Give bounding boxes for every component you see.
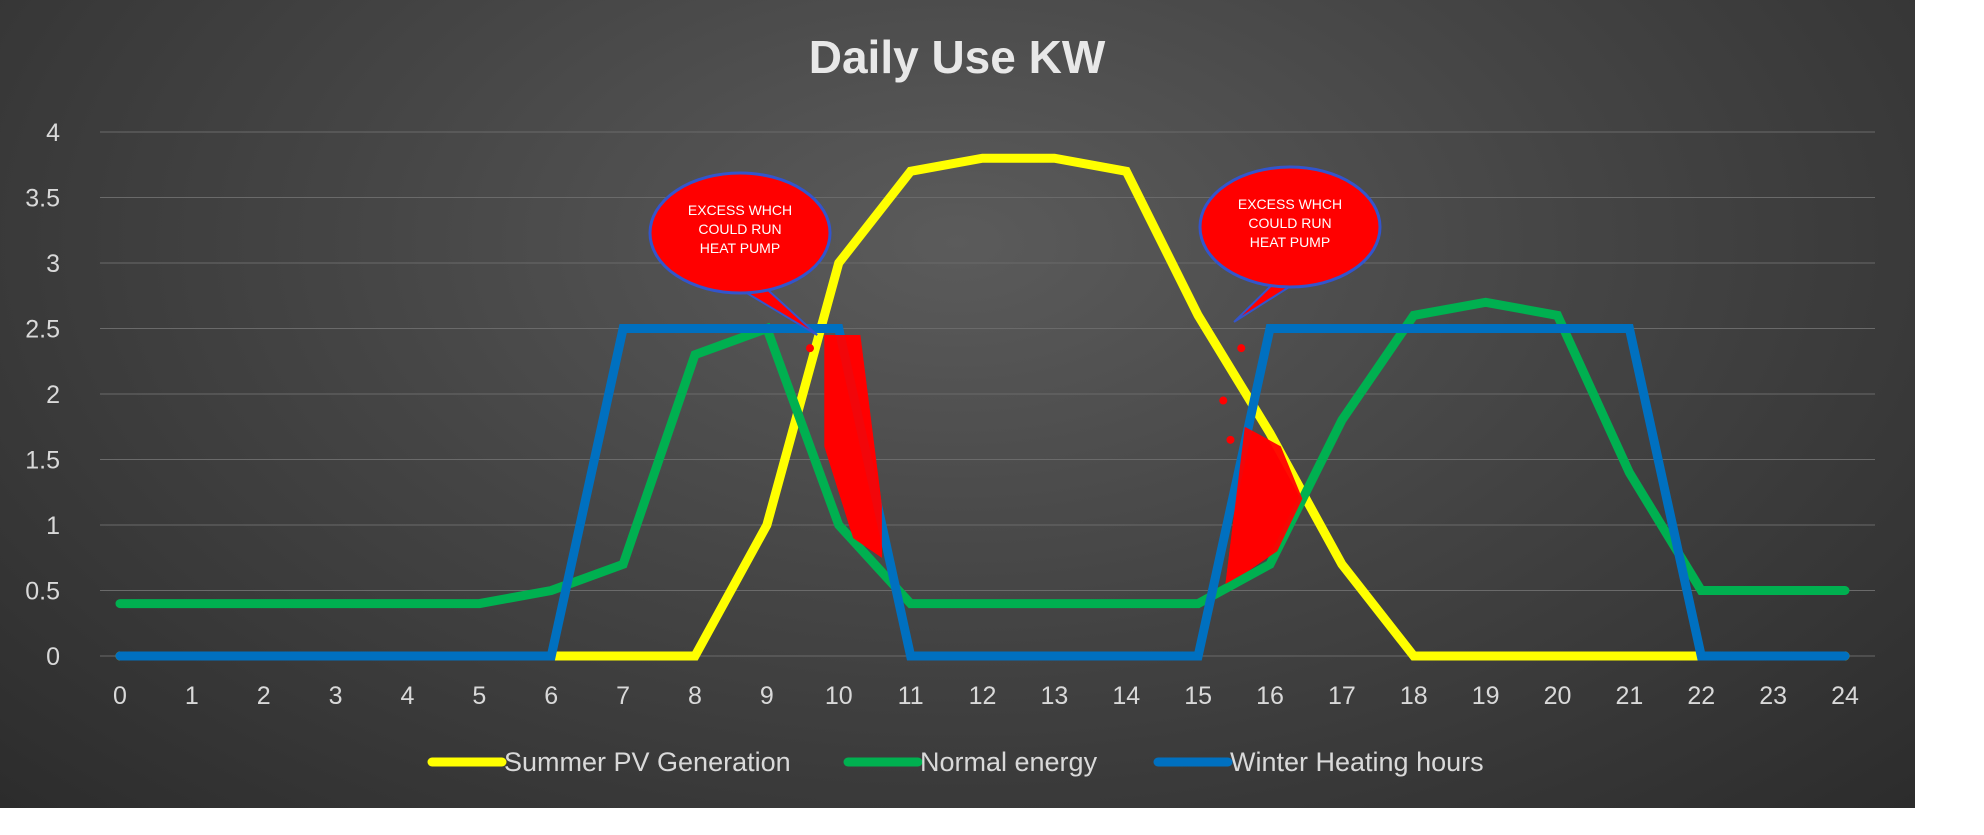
callout-bubble: EXCESS WHCH COULD RUN HEAT PUMP xyxy=(1198,165,1382,323)
legend-label-summer: Summer PV Generation xyxy=(504,747,791,777)
excess-region-overlay xyxy=(1225,426,1303,584)
y-tick-label: 2 xyxy=(46,381,60,409)
x-tick-label: 22 xyxy=(1687,682,1715,710)
y-axis-tick-labels: 0 0.5 1 1.5 2 2.5 3 3.5 4 xyxy=(25,119,60,671)
callout-bubble: EXCESS WHCH COULD RUN HEAT PUMP xyxy=(648,171,832,336)
callout-seam xyxy=(1282,271,1306,285)
x-tick-label: 0 xyxy=(113,682,127,710)
x-tick-label: 11 xyxy=(898,682,924,710)
x-tick-label: 6 xyxy=(544,682,558,710)
x-tick-label: 1 xyxy=(185,682,199,710)
callout-text-line: EXCESS WHCH xyxy=(1238,196,1342,212)
marker-dot xyxy=(806,344,814,353)
marker-dot xyxy=(1219,396,1228,405)
marker-dots xyxy=(806,344,1246,444)
callout-seam xyxy=(732,277,756,291)
callout-text-line: EXCESS WHCH xyxy=(688,202,792,218)
y-tick-label: 3.5 xyxy=(25,185,60,213)
x-tick-label: 2 xyxy=(257,682,271,710)
x-tick-label: 17 xyxy=(1328,682,1356,710)
x-tick-label: 21 xyxy=(1615,682,1643,710)
marker-dot xyxy=(1226,435,1235,444)
callout-ellipse xyxy=(648,171,832,295)
chart-title: Daily Use KW xyxy=(809,31,1106,83)
series-line-normal xyxy=(115,297,1850,609)
callout-text-line: COULD RUN xyxy=(1248,215,1331,231)
x-tick-label: 15 xyxy=(1184,682,1212,710)
y-tick-label: 0 xyxy=(46,643,60,671)
x-tick-label: 16 xyxy=(1256,682,1284,710)
callout-text-line: HEAT PUMP xyxy=(1250,234,1330,250)
series-line-summer xyxy=(115,153,1850,661)
x-tick-label: 3 xyxy=(329,682,343,710)
x-tick-label: 12 xyxy=(969,682,997,710)
excess-region-overlay xyxy=(824,335,882,558)
callout-ellipse xyxy=(1198,165,1382,289)
callout-text-line: COULD RUN xyxy=(698,221,781,237)
series-line-winter xyxy=(115,324,1850,661)
y-tick-label: 2.5 xyxy=(25,316,60,344)
series-lines xyxy=(115,153,1850,661)
x-tick-label: 8 xyxy=(688,682,702,710)
x-tick-label: 9 xyxy=(760,682,774,710)
x-tick-label: 10 xyxy=(825,682,853,710)
x-tick-label: 20 xyxy=(1544,682,1572,710)
y-tick-label: 0.5 xyxy=(25,578,60,606)
callout-text-line: HEAT PUMP xyxy=(700,240,780,256)
x-tick-label: 19 xyxy=(1472,682,1500,710)
x-axis-tick-labels: 0 1 2 3 4 5 6 7 8 9 10 11 12 13 14 15 16 17 18 19 20 21 22 23 24 xyxy=(113,682,1859,710)
y-tick-label: 1 xyxy=(46,512,60,540)
legend-label-normal: Normal energy xyxy=(920,747,1098,777)
marker-dot xyxy=(1237,344,1246,353)
x-tick-label: 5 xyxy=(472,682,486,710)
y-tick-label: 3 xyxy=(46,250,60,278)
x-tick-label: 7 xyxy=(616,682,630,710)
gridlines xyxy=(100,131,1875,657)
x-tick-label: 14 xyxy=(1112,682,1140,710)
y-tick-label: 4 xyxy=(46,119,60,147)
legend-label-winter: Winter Heating hours xyxy=(1230,747,1484,777)
x-tick-label: 24 xyxy=(1831,682,1859,710)
x-tick-label: 23 xyxy=(1759,682,1787,710)
x-tick-label: 4 xyxy=(401,682,415,710)
legend: Summer PV Generation Normal energy Winter … xyxy=(427,747,1484,777)
x-tick-label: 13 xyxy=(1040,682,1068,710)
x-tick-label: 18 xyxy=(1400,682,1428,710)
y-tick-label: 1.5 xyxy=(25,447,60,475)
